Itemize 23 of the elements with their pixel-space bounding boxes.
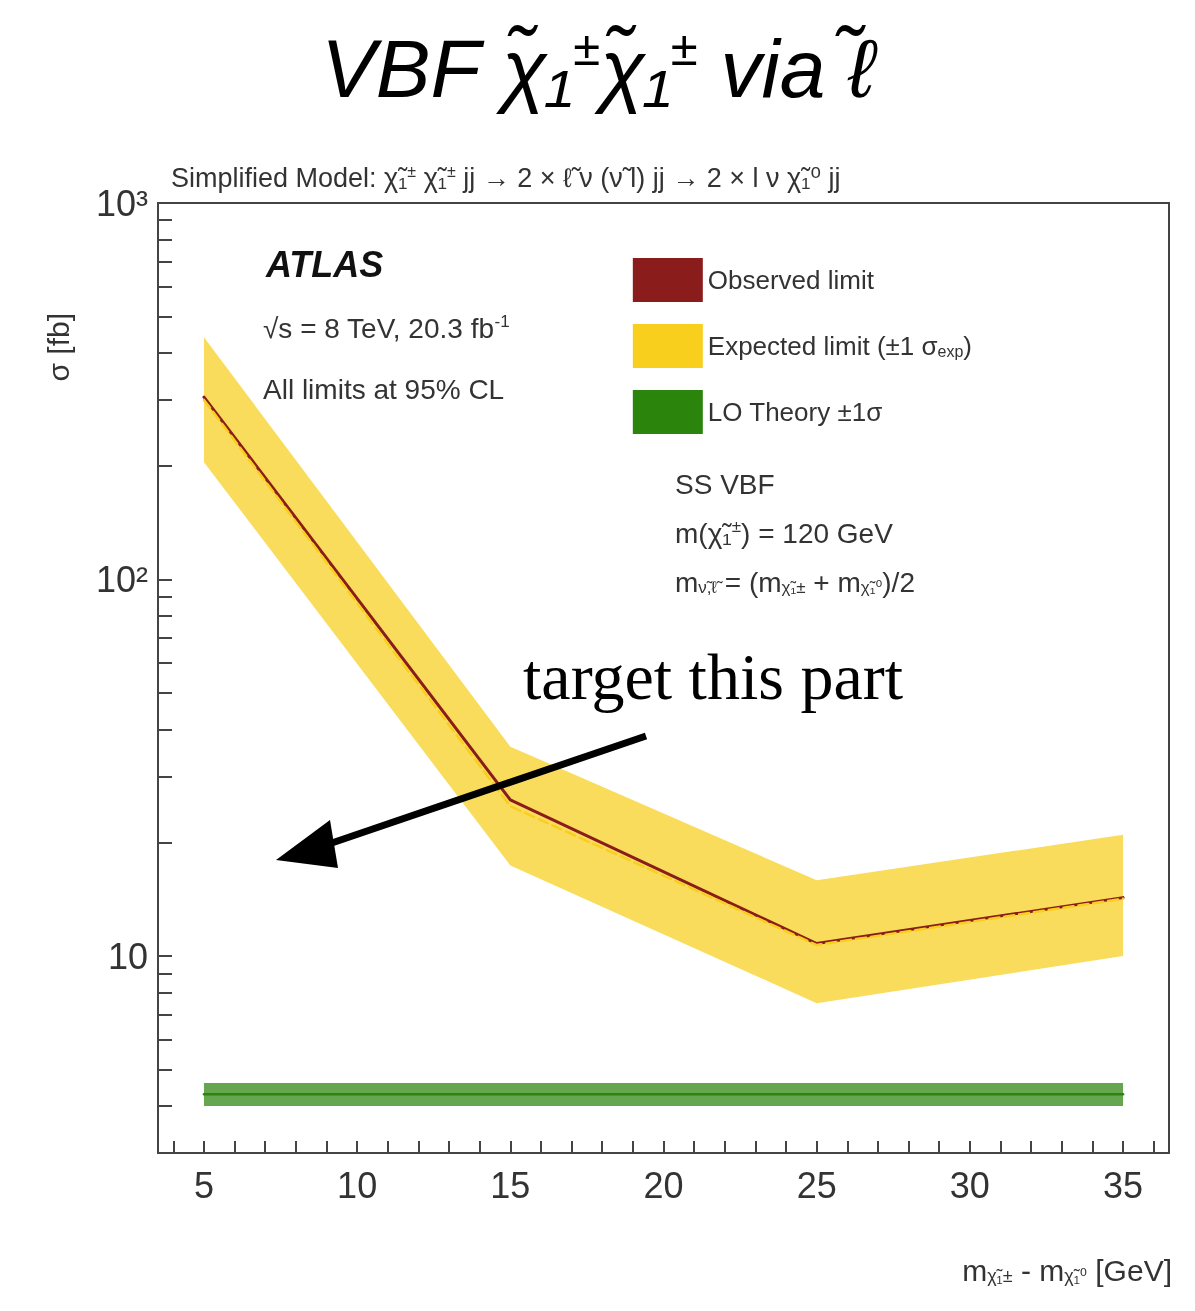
x-tick-label: 15	[490, 1164, 531, 1206]
chart-title: VBF χ̃₁±χ̃₁± via ℓ̃	[321, 20, 879, 114]
annotation: All limits at 95% CL	[263, 373, 505, 405]
annotation: SS VBF	[675, 468, 775, 500]
y-tick-label: 10²	[95, 559, 149, 601]
x-tick-label: 25	[796, 1164, 837, 1206]
x-tick-label: 20	[643, 1164, 684, 1206]
y-tick-label: 10³	[95, 182, 149, 224]
annotation: m(χ̃₁±) = 120 GeV	[675, 517, 894, 549]
y-axis-title: σ [fb]	[41, 312, 75, 382]
annotation: ATLAS	[265, 243, 384, 285]
chart-subtitle: Simplified Model: χ̃₁± χ̃₁± jj → 2 × ℓ̃ ν (ν̃ l) jj → 2 × l ν χ̃₁⁰ jj	[171, 162, 841, 193]
x-tick-label: 10	[337, 1164, 378, 1206]
y-tick-label: 10	[107, 935, 148, 977]
x-axis-title: mχ̃₁± - mχ̃₁⁰ [GeV]	[962, 1253, 1173, 1287]
x-tick-label: 30	[949, 1164, 990, 1206]
annotation: mν̃,ℓ̃ = (mχ̃₁± + mχ̃₁⁰)/2	[675, 566, 915, 598]
legend-label: Observed limit	[707, 265, 875, 295]
annotation: target this part	[523, 639, 904, 713]
legend-label: LO Theory ±1σ	[707, 397, 883, 427]
x-tick-label: 5	[193, 1164, 214, 1206]
legend-label: Expected limit (±1 σexp)	[707, 331, 973, 361]
x-tick-label: 35	[1103, 1164, 1144, 1206]
